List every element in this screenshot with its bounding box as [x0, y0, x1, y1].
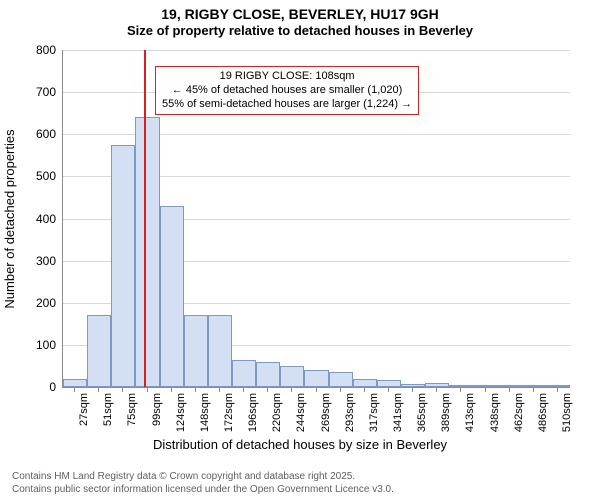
y-tick-label: 300 [10, 254, 56, 268]
chart-title-line1: 19, RIGBY CLOSE, BEVERLEY, HU17 9GH [0, 6, 600, 22]
histogram-bar [111, 145, 135, 387]
x-tick-mark [98, 387, 99, 392]
x-tick-mark [436, 387, 437, 392]
x-tick-label: 317sqm [368, 393, 380, 443]
x-tick-mark [388, 387, 389, 392]
histogram-bar [135, 117, 159, 387]
reference-line [144, 50, 146, 387]
plot-area: 19 RIGBY CLOSE: 108sqm← 45% of detached … [62, 50, 570, 388]
x-tick-label: 462sqm [513, 393, 525, 443]
histogram-bar [208, 315, 232, 387]
x-tick-mark [122, 387, 123, 392]
x-tick-label: 172sqm [223, 393, 235, 443]
annotation-box: 19 RIGBY CLOSE: 108sqm← 45% of detached … [155, 66, 419, 115]
y-tick-label: 0 [10, 380, 56, 394]
histogram-bar [304, 370, 328, 387]
y-tick-label: 700 [10, 85, 56, 99]
x-tick-label: 27sqm [78, 393, 90, 443]
x-tick-mark [364, 387, 365, 392]
histogram-bar [425, 383, 449, 387]
footer-line2: Contains public sector information licen… [12, 484, 394, 497]
footer-line1: Contains HM Land Registry data © Crown c… [12, 471, 394, 484]
chart-footer: Contains HM Land Registry data © Crown c… [12, 471, 394, 496]
x-tick-label: 124sqm [175, 393, 187, 443]
annotation-line: ← 45% of detached houses are smaller (1,… [162, 84, 412, 98]
histogram-bar [256, 362, 280, 387]
x-tick-mark [243, 387, 244, 392]
y-tick-label: 200 [10, 296, 56, 310]
x-tick-mark [340, 387, 341, 392]
x-tick-mark [412, 387, 413, 392]
x-tick-mark [267, 387, 268, 392]
x-tick-mark [195, 387, 196, 392]
x-tick-mark [460, 387, 461, 392]
x-axis-label: Distribution of detached houses by size … [0, 437, 600, 452]
gridline [63, 50, 570, 51]
histogram-bar [280, 366, 304, 387]
x-tick-label: 341sqm [392, 393, 404, 443]
histogram-bar [329, 372, 353, 387]
histogram-bar [87, 315, 111, 387]
x-tick-label: 99sqm [151, 393, 163, 443]
x-tick-label: 486sqm [537, 393, 549, 443]
x-tick-label: 75sqm [126, 393, 138, 443]
x-tick-mark [316, 387, 317, 392]
x-tick-mark [219, 387, 220, 392]
x-tick-mark [171, 387, 172, 392]
x-tick-label: 269sqm [320, 393, 332, 443]
x-tick-label: 148sqm [199, 393, 211, 443]
chart-title-block: 19, RIGBY CLOSE, BEVERLEY, HU17 9GH Size… [0, 0, 600, 38]
y-tick-label: 100 [10, 338, 56, 352]
x-tick-mark [509, 387, 510, 392]
histogram-bar [377, 380, 401, 387]
x-tick-label: 510sqm [561, 393, 573, 443]
x-tick-label: 196sqm [247, 393, 259, 443]
histogram-bar [184, 315, 208, 387]
histogram-bar [401, 384, 425, 387]
x-tick-label: 220sqm [271, 393, 283, 443]
x-tick-label: 293sqm [344, 393, 356, 443]
annotation-line: 19 RIGBY CLOSE: 108sqm [162, 70, 412, 84]
x-tick-mark [485, 387, 486, 392]
histogram-bar [63, 379, 87, 387]
x-tick-mark [147, 387, 148, 392]
x-tick-mark [533, 387, 534, 392]
x-tick-label: 389sqm [440, 393, 452, 443]
x-tick-mark [74, 387, 75, 392]
x-tick-label: 413sqm [464, 393, 476, 443]
y-tick-label: 600 [10, 127, 56, 141]
chart-title-line2: Size of property relative to detached ho… [0, 23, 600, 38]
histogram-bar [232, 360, 256, 387]
y-tick-label: 400 [10, 212, 56, 226]
chart-area: Number of detached properties 19 RIGBY C… [0, 44, 600, 452]
histogram-bar [160, 206, 184, 387]
histogram-bar [449, 385, 473, 387]
annotation-line: 55% of semi-detached houses are larger (… [162, 98, 412, 112]
x-tick-label: 244sqm [295, 393, 307, 443]
x-tick-mark [291, 387, 292, 392]
x-tick-mark [557, 387, 558, 392]
y-tick-label: 800 [10, 43, 56, 57]
y-tick-label: 500 [10, 169, 56, 183]
x-tick-label: 365sqm [416, 393, 428, 443]
x-tick-label: 51sqm [102, 393, 114, 443]
x-tick-label: 438sqm [489, 393, 501, 443]
histogram-bar [353, 379, 377, 387]
